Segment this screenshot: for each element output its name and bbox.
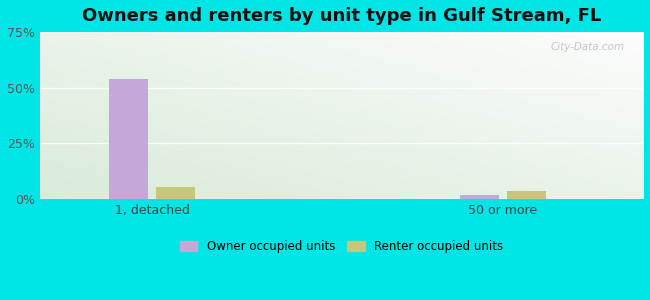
Legend: Owner occupied units, Renter occupied units: Owner occupied units, Renter occupied un…: [175, 235, 508, 257]
Bar: [507, 191, 546, 199]
Text: City-Data.com: City-Data.com: [551, 42, 625, 52]
Title: Owners and renters by unit type in Gulf Stream, FL: Owners and renters by unit type in Gulf …: [82, 7, 601, 25]
Bar: [109, 79, 148, 199]
Bar: [156, 187, 195, 199]
Bar: [460, 195, 499, 199]
